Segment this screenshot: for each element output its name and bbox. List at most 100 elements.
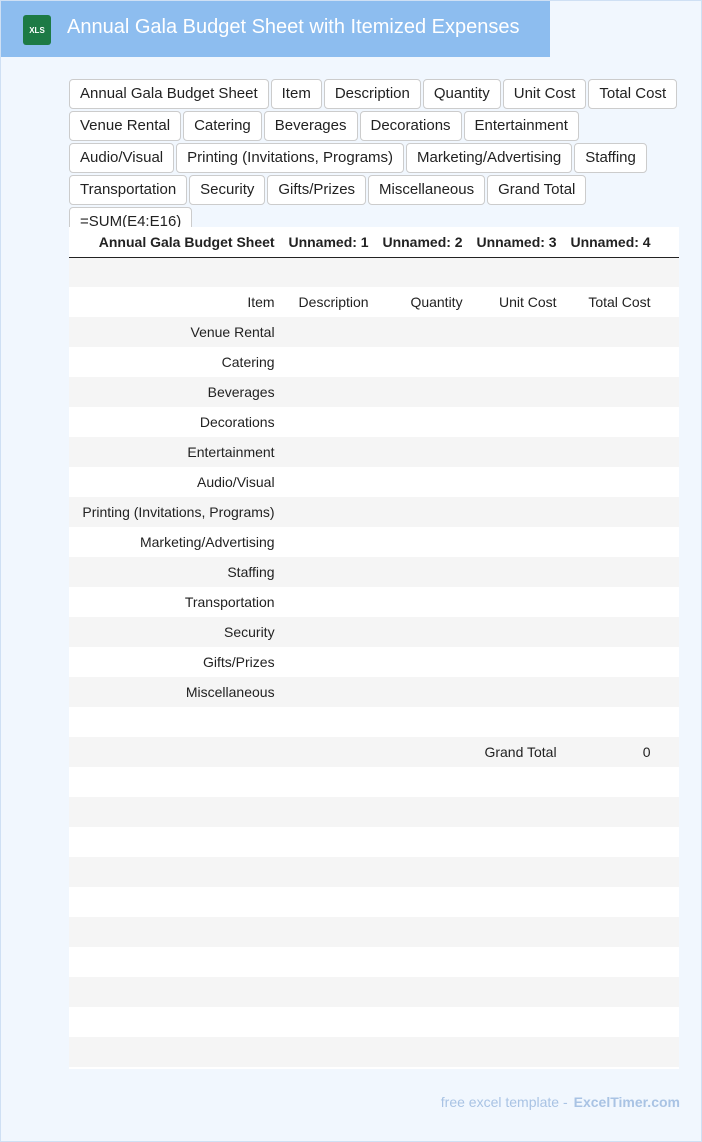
cell xyxy=(468,617,563,647)
row-index: 12 xyxy=(69,617,71,647)
table-row: 8Printing (Invitations, Programs) xyxy=(69,497,679,527)
cell xyxy=(468,497,563,527)
tag[interactable]: Marketing/Advertising xyxy=(406,143,573,173)
cell xyxy=(374,317,469,347)
table-row: 23 xyxy=(69,947,679,977)
tag[interactable]: Annual Gala Budget Sheet xyxy=(69,79,269,109)
cell xyxy=(469,587,563,617)
cell xyxy=(562,677,657,707)
tag[interactable]: Quantity xyxy=(422,79,501,109)
cell xyxy=(375,827,469,857)
row-index: 26 xyxy=(69,1037,71,1067)
cell xyxy=(374,257,469,287)
cell xyxy=(563,407,657,437)
cell xyxy=(281,887,375,917)
table-row: 24 xyxy=(69,977,679,1007)
cell xyxy=(280,917,375,947)
column-header: Annual Gala Budget Sheet xyxy=(70,227,281,258)
cell xyxy=(71,767,281,797)
cell: Venue Rental xyxy=(70,317,281,347)
row-index: 14 xyxy=(69,677,71,707)
cell xyxy=(375,707,469,737)
cell xyxy=(656,857,679,887)
cell xyxy=(563,647,657,677)
table-row: 21 xyxy=(69,887,679,917)
tag[interactable]: Catering xyxy=(183,111,262,141)
cell xyxy=(469,707,563,737)
cell xyxy=(562,557,657,587)
table: Annual Gala Budget Sheet Unnamed: 1 Unname… xyxy=(69,227,679,1067)
table-row: 26 xyxy=(69,1037,679,1067)
row-index: 4 xyxy=(69,377,71,407)
footer-link[interactable]: ExcelTimer.com xyxy=(573,1094,680,1110)
cell xyxy=(374,497,469,527)
cell xyxy=(562,437,657,467)
tag[interactable]: Item xyxy=(270,79,322,109)
cell xyxy=(70,257,281,287)
cell xyxy=(374,437,469,467)
cell xyxy=(657,587,679,617)
cell xyxy=(281,1007,375,1037)
tag[interactable]: Gifts/Prizes xyxy=(267,175,367,205)
row-index: 10 xyxy=(69,557,71,587)
tag[interactable]: Grand Total xyxy=(487,175,587,205)
cell xyxy=(468,1037,563,1067)
cell xyxy=(375,467,469,497)
row-index: 2 xyxy=(69,317,71,347)
cell xyxy=(70,1037,281,1067)
table-row: 10Staffing xyxy=(69,557,679,587)
cell xyxy=(375,1007,469,1037)
cell xyxy=(375,767,469,797)
tag[interactable]: Security xyxy=(189,175,266,205)
tag[interactable]: Printing (Invitations, Programs) xyxy=(176,143,405,173)
table-row: 20 xyxy=(69,857,679,887)
tag[interactable]: Venue Rental xyxy=(69,111,182,141)
cell: Miscellaneous xyxy=(70,677,281,707)
column-header: Unnamed: 1 xyxy=(280,227,375,258)
cell xyxy=(280,677,375,707)
cell xyxy=(656,917,679,947)
cell xyxy=(468,557,563,587)
tag[interactable]: Description xyxy=(323,79,421,109)
cell xyxy=(656,257,679,287)
cell xyxy=(469,887,563,917)
tag[interactable]: Miscellaneous xyxy=(368,175,486,205)
cell xyxy=(70,737,281,767)
cell xyxy=(374,917,469,947)
cell xyxy=(656,797,679,827)
column-header: Unnamed: 3 xyxy=(468,227,563,258)
cell xyxy=(656,677,679,707)
cell xyxy=(657,647,679,677)
row-index: 20 xyxy=(69,857,71,887)
tag[interactable]: Unit Cost xyxy=(502,79,587,109)
table-row: 25 xyxy=(69,1007,679,1037)
tag[interactable]: Decorations xyxy=(359,111,462,141)
cell xyxy=(563,827,657,857)
table-row: 9Marketing/Advertising xyxy=(69,527,679,557)
cell xyxy=(562,377,657,407)
cell xyxy=(374,1037,469,1067)
tag[interactable]: Entertainment xyxy=(463,111,579,141)
cell xyxy=(469,767,563,797)
tag[interactable]: Beverages xyxy=(263,111,358,141)
cell xyxy=(468,377,563,407)
cell: Transportation xyxy=(184,594,275,610)
table-row: 7Audio/Visual xyxy=(69,467,679,497)
row-index: 6 xyxy=(69,437,71,467)
cell xyxy=(657,1007,679,1037)
tag[interactable]: Transportation xyxy=(69,175,188,205)
tag[interactable]: Audio/Visual xyxy=(69,143,175,173)
tag[interactable]: Total Cost xyxy=(588,79,678,109)
cell xyxy=(563,1007,657,1037)
table-row: 11Transportation xyxy=(69,587,679,617)
table-row: 14Miscellaneous xyxy=(69,677,679,707)
table-row: 4Beverages xyxy=(69,377,679,407)
cell xyxy=(70,977,281,1007)
tag[interactable]: Staffing xyxy=(574,143,647,173)
cell xyxy=(468,857,563,887)
cell: Gifts/Prizes xyxy=(203,654,275,670)
cell xyxy=(469,827,563,857)
cell xyxy=(562,497,657,527)
footer-text: free excel template - xyxy=(440,1094,568,1110)
